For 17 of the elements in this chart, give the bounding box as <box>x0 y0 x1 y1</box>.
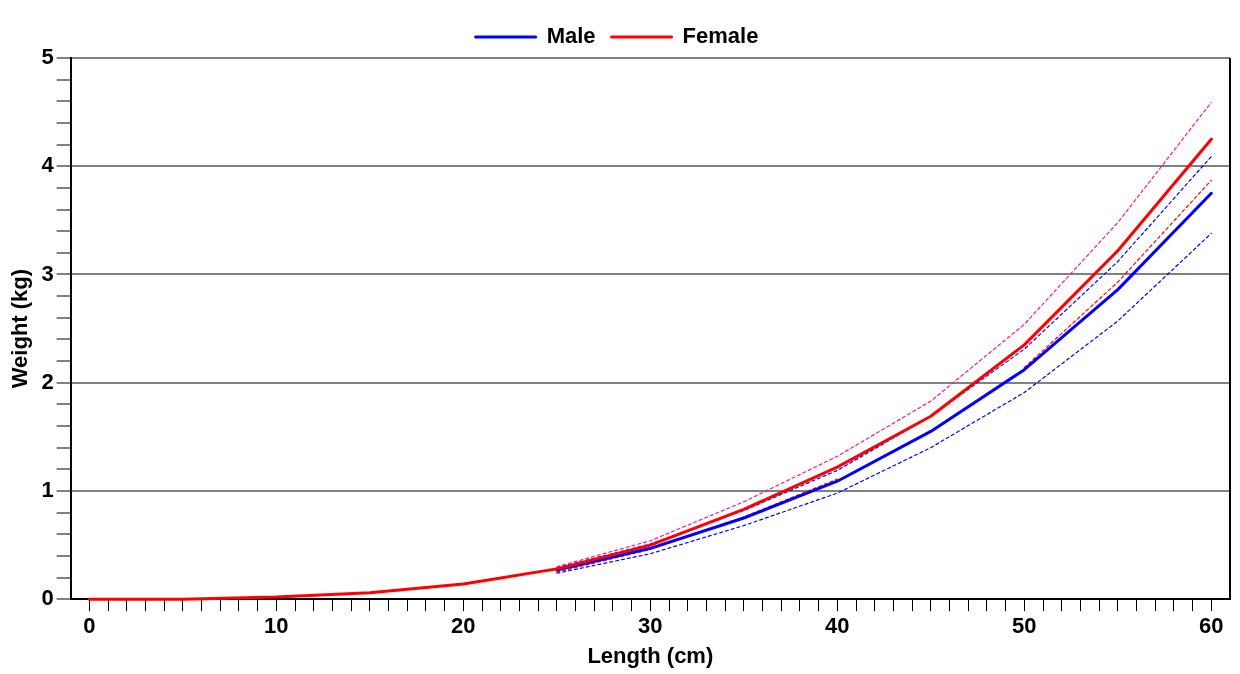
y-tick-label: 1 <box>41 477 54 503</box>
x-tick-label: 60 <box>1199 613 1224 639</box>
x-tick-label: 40 <box>825 613 850 639</box>
x-tick-label: 0 <box>83 613 96 639</box>
y-axis-title: Weight (kg) <box>7 268 33 389</box>
y-tick-label: 5 <box>41 44 54 70</box>
legend-label: Female <box>682 23 759 49</box>
y-tick-label: 2 <box>41 368 54 394</box>
x-axis-title: Length (cm) <box>587 642 714 668</box>
legend-label: Male <box>546 23 596 49</box>
x-tick-label: 20 <box>451 613 476 639</box>
x-tick-label: 50 <box>1012 613 1037 639</box>
x-tick-label: 10 <box>264 613 289 639</box>
x-tick-label: 30 <box>638 613 663 639</box>
y-tick-label: 4 <box>41 152 55 178</box>
y-tick-label: 0 <box>41 585 54 611</box>
y-tick-label: 3 <box>41 260 54 286</box>
